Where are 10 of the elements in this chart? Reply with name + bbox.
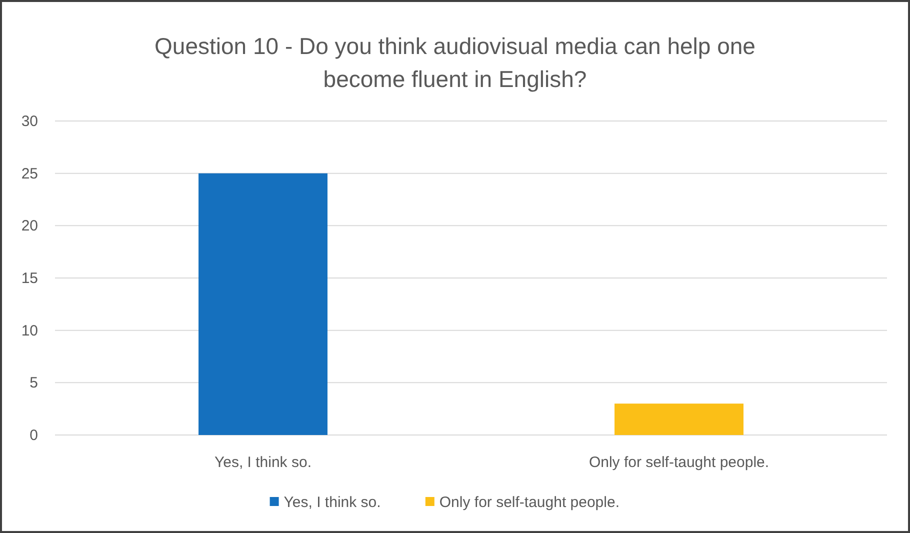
- y-tick-label: 0: [30, 427, 38, 444]
- y-tick-label: 15: [21, 270, 38, 287]
- y-tick-label: 5: [30, 374, 38, 392]
- y-tick-label: 25: [21, 165, 38, 182]
- y-tick-label: 30: [21, 113, 38, 130]
- y-tick-label: 20: [21, 218, 38, 235]
- y-tick-label: 10: [21, 322, 38, 340]
- legend-label: Yes, I think so.: [284, 494, 381, 511]
- chart-title: Question 10 - Do you think audiovisual media can help one become fluent in English?: [154, 33, 756, 92]
- legend-label: Only for self-taught people.: [439, 494, 620, 511]
